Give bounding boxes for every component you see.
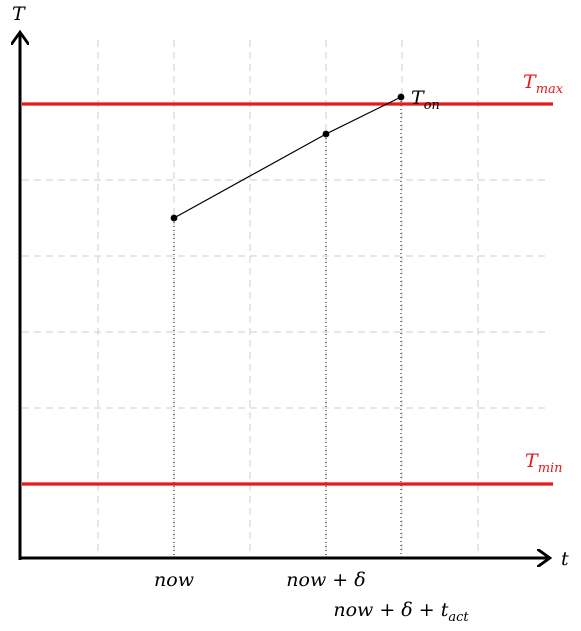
point-now-delta	[322, 130, 330, 138]
point-now	[170, 214, 178, 222]
tmin-label: Tmin	[525, 450, 563, 476]
tick-label-now-delta-tact: now + δ + tact	[333, 599, 469, 625]
ton-base: T	[411, 87, 425, 109]
tick-label-act-sub: act	[448, 610, 469, 625]
tmin-sub: min	[538, 461, 563, 476]
ton-label: Ton	[411, 87, 440, 113]
tmin-base: T	[525, 450, 539, 472]
tmax-sub: max	[536, 82, 564, 97]
tick-label-now-delta-tact-main: now + δ +	[333, 599, 440, 621]
tick-label-now-delta: now + δ	[286, 569, 365, 591]
x-axis-label: t	[561, 548, 569, 570]
tick-label-t: t	[441, 599, 449, 621]
tmax-label: Tmax	[523, 71, 564, 97]
drop-lines	[173, 97, 402, 558]
y-axis-label: T	[12, 3, 26, 25]
tmax-base: T	[523, 71, 537, 93]
tick-label-now: now	[154, 569, 194, 591]
grid	[22, 40, 545, 558]
point-ton	[397, 93, 405, 101]
temperature-trajectory	[173, 96, 402, 219]
ton-sub: on	[424, 98, 440, 113]
